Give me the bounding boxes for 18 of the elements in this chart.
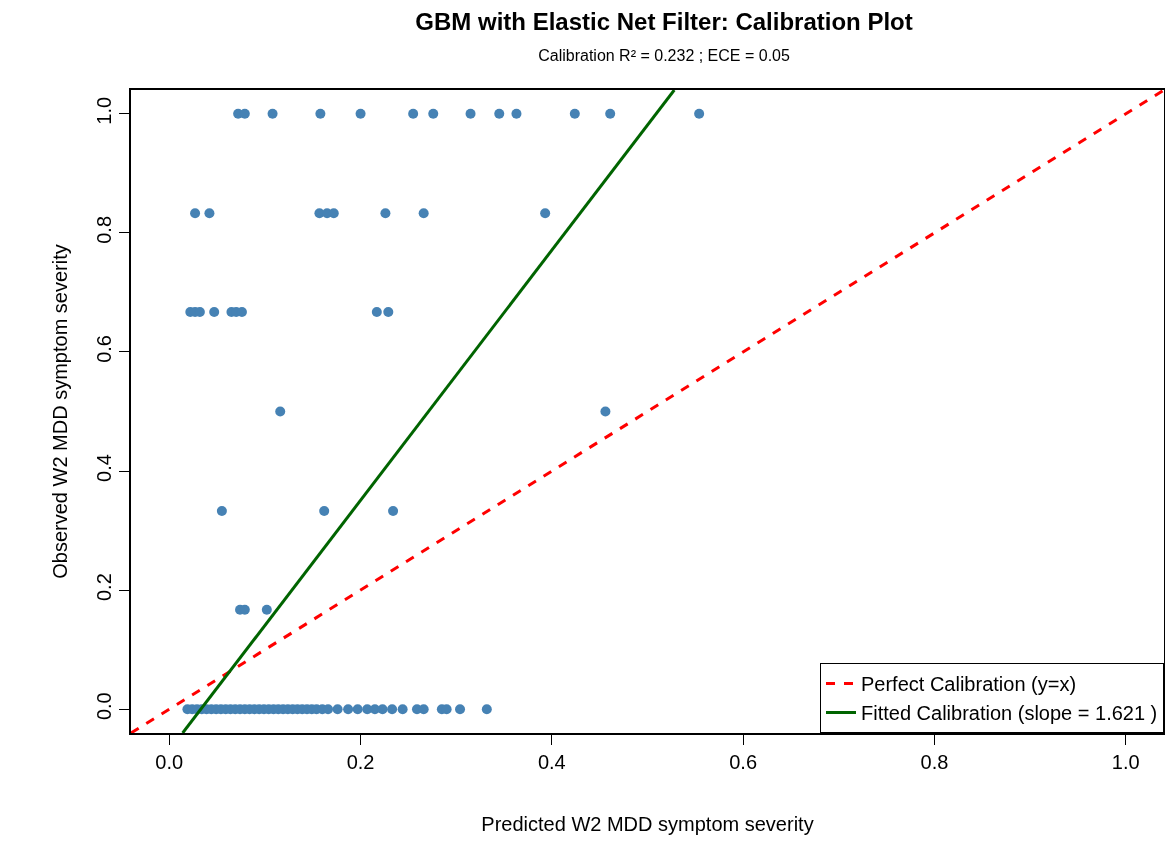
x-axis-title: Predicted W2 MDD symptom severity	[481, 812, 814, 835]
x-tick-label: 0.8	[920, 750, 949, 773]
y-tick-label: 1.0	[93, 96, 116, 125]
y-tick-label: 0.6	[93, 335, 116, 363]
x-tick-label: 0.6	[729, 750, 758, 773]
legend-label: Perfect Calibration (y=x)	[861, 673, 1077, 696]
x-tick-label: 0.2	[346, 750, 375, 773]
x-tick-label: 0.0	[155, 750, 184, 773]
y-tick-label: 0.2	[93, 573, 116, 602]
y-tick-label: 0.0	[93, 692, 116, 721]
y-tick-label: 0.4	[93, 454, 116, 482]
y-axis-title: Observed W2 MDD symptom severity	[49, 244, 72, 579]
x-tick-label: 1.0	[1111, 750, 1140, 773]
y-tick-label: 0.8	[93, 215, 116, 244]
chart-subtitle: Calibration R² = 0.232 ; ECE = 0.05	[538, 47, 790, 65]
x-tick-label: 0.4	[537, 750, 566, 773]
chart-title: GBM with Elastic Net Filter: Calibration Plot	[415, 7, 913, 35]
legend-label: Fitted Calibration (slope = 1.621 )	[861, 702, 1158, 725]
